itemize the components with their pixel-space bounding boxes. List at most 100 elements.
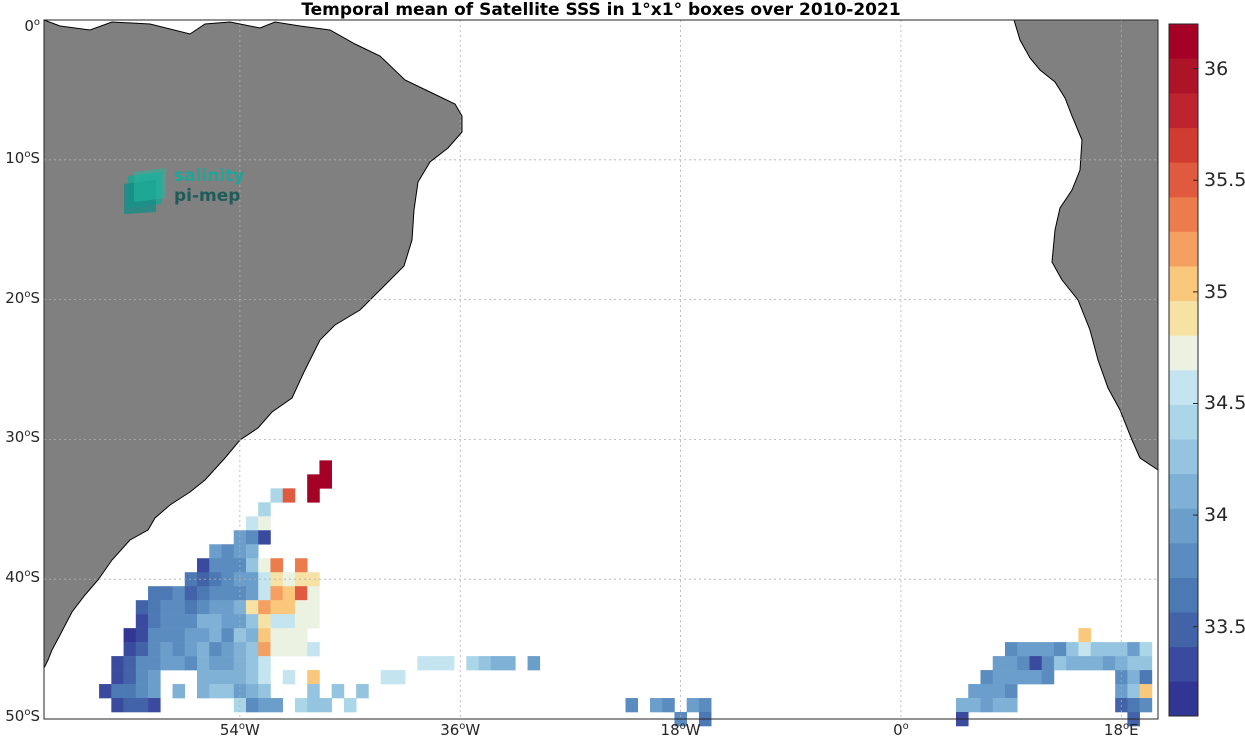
sss-cell [197,656,210,671]
sss-cell [1127,656,1140,671]
sss-cell [221,544,235,559]
sss-cell [270,600,284,615]
sss-cell [270,558,284,573]
logo-mark-icon [124,168,166,214]
logo-word-salinity: salinity [174,166,245,186]
colorbar-tick-label: 33.5 [1204,615,1245,638]
sss-cell [197,614,210,629]
sss-cell [197,684,210,699]
sss-cell [294,698,308,713]
sss-cell [221,642,235,657]
sss-cell [135,600,149,615]
sss-cell [1029,642,1042,657]
sss-cell [233,586,247,601]
colorbar-tick-label: 36 [1204,57,1229,80]
latitude-label: 0o [24,17,40,35]
sss-cell [294,558,308,573]
sss-cell [160,614,173,629]
sss-cell [441,656,455,671]
sss-cell [258,558,271,573]
sss-cell [1004,642,1018,657]
sss-cell [123,670,137,685]
sss-cell [307,642,320,657]
sss-cell [148,614,161,629]
sss-cell [282,572,296,587]
colorbar-segment [1169,404,1198,440]
sss-cell [123,656,137,671]
sss-cell [148,642,161,657]
colorbar-segment [1169,127,1198,163]
sss-cell [258,670,271,685]
sss-cell [1139,698,1153,713]
sss-cell [258,516,271,531]
sss-cell [417,656,430,671]
colorbar-segment [1169,612,1198,648]
sss-cell [221,558,235,573]
sss-cell [148,698,161,713]
sss-cell [319,460,332,475]
longitude-label: 0o [893,721,909,739]
sss-cell [270,488,284,503]
sss-cell [282,614,296,629]
sss-cell [148,670,161,685]
sss-cell [1139,642,1153,657]
sss-cell [662,698,675,713]
logo-word-pi-mep: pi-mep [174,186,241,206]
sss-cell [197,642,210,657]
sss-cell [1066,656,1079,671]
colorbar-segment [1169,646,1198,682]
sss-cell [1078,628,1091,643]
sss-cell [1127,684,1140,699]
sss-cell [294,600,308,615]
sss-cell [160,656,173,671]
sss-cell [1078,642,1091,657]
sss-cell [307,684,320,699]
colorbar [1168,23,1199,717]
sss-cell [1029,656,1042,671]
sss-cell [245,572,259,587]
sss-cell [1017,670,1030,685]
sss-cell [686,698,700,713]
longitude-label: 54oW [219,721,260,739]
sss-cell [172,628,186,643]
sss-cell [148,628,161,643]
sss-cell [197,558,210,573]
sss-cell [148,586,161,601]
latitude-label: 30oS [5,428,40,447]
colorbar-frame [1168,23,1199,717]
sss-cell [197,670,210,685]
sss-cell [980,670,994,685]
sss-cell [1004,670,1018,685]
sss-cell [245,670,259,685]
sss-cell [1066,642,1079,657]
sss-cell [527,656,541,671]
sss-cell [160,600,173,615]
sss-cell [1115,670,1128,685]
sss-cell [429,656,443,671]
colorbar-segment [1169,439,1198,475]
sss-cell [172,586,186,601]
sss-cell [245,614,259,629]
sss-cell [258,502,271,517]
sss-cell [172,600,186,615]
sss-cell [245,642,259,657]
land-africa [1013,19,1159,471]
sss-cell [1090,642,1104,657]
sss-cell [209,544,222,559]
sss-cells [99,460,1153,727]
sss-cell [172,642,186,657]
sss-cell [282,628,296,643]
sss-cell [209,656,222,671]
sss-cell [135,684,149,699]
sss-cell [258,698,271,713]
sss-cell [1004,698,1018,713]
colorbar-segment [1169,58,1198,94]
sss-cell [968,684,981,699]
sss-cell [1139,684,1153,699]
latitude-label: 20oS [5,288,40,307]
colorbar-tick-label: 35 [1204,280,1229,303]
sss-cell [258,530,271,545]
sss-cell [135,642,149,657]
colorbar-segment [1169,231,1198,267]
